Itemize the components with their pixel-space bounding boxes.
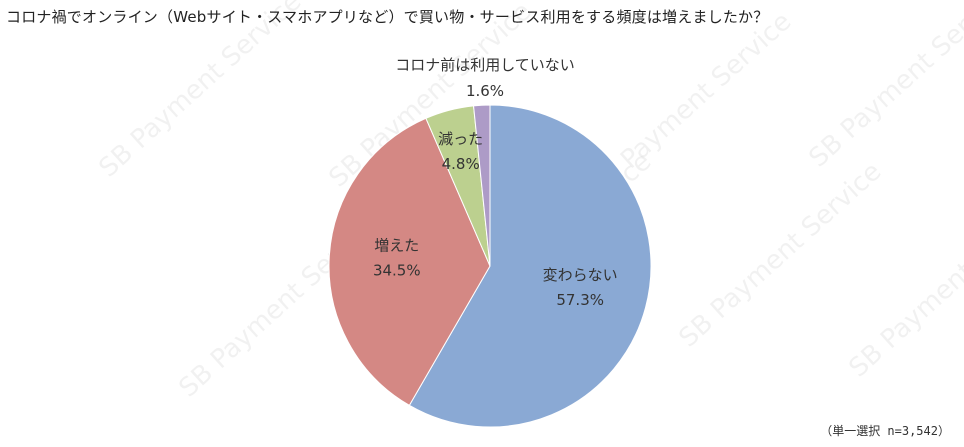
slice-label-3: コロナ前は利用していない bbox=[395, 56, 575, 74]
sample-note: （単一選択 n=3,542） bbox=[820, 424, 950, 438]
pie-slice-0 bbox=[408, 104, 652, 428]
chart-title: コロナ禍でオンライン（Webサイト・スマホアプリなど）で買い物・サービス利用をす… bbox=[6, 8, 769, 26]
pie-slice-3 bbox=[473, 104, 491, 267]
labels-layer: 変わらない 57.3% 増えた 34.5% 減った 4.8% コロナ前は利用していない 1.6… bbox=[373, 56, 618, 309]
slice-label-1: 増えた bbox=[374, 237, 419, 255]
pie-slice-1 bbox=[328, 117, 491, 407]
slices-layer bbox=[328, 104, 652, 428]
slice-label-2: 減った bbox=[438, 130, 483, 148]
slice-value-label-1: 34.5% bbox=[373, 262, 421, 280]
slice-label-0: 変わらない bbox=[543, 266, 618, 284]
slice-value-label-2: 4.8% bbox=[442, 155, 480, 173]
slice-value-label-0: 57.3% bbox=[556, 291, 604, 309]
slice-value-label-3: 1.6% bbox=[466, 82, 504, 100]
